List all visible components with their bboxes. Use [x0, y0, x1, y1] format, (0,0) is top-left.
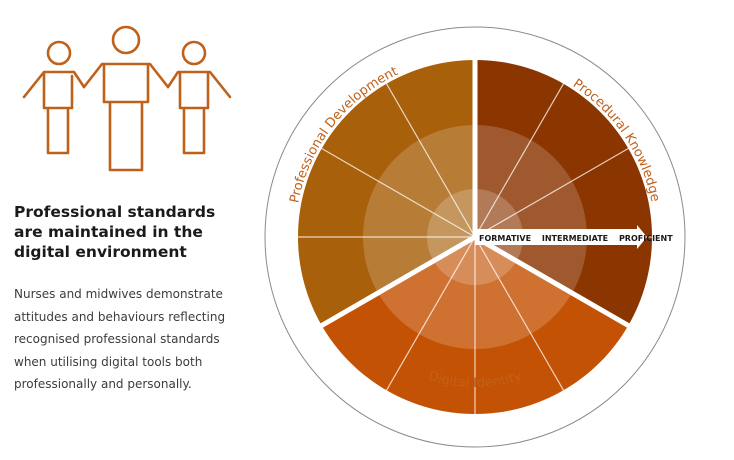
section-description: Nurses and midwives demonstrate attitude…	[14, 287, 226, 392]
sector-procedural-knowledge	[475, 60, 652, 326]
level-intermediate: INTERMEDIATE	[542, 234, 608, 243]
thin-spoke	[385, 83, 476, 238]
segment-label-digital-identity: Digital Identity	[427, 369, 524, 391]
levels-arrow-head	[637, 225, 647, 249]
level-formative: FORMATIVE	[479, 234, 531, 243]
segment-divider	[319, 234, 477, 329]
section-heading: Professional standards are maintained in…	[14, 203, 216, 261]
sector-professional-development	[298, 60, 475, 326]
three-people-holding-hands-icon	[22, 25, 232, 172]
competency-wheel-diagram: FORMATIVE INTERMEDIATE PROFICIENT Profes…	[264, 26, 686, 448]
svg-text:FORMATIVE INTERMEDIATE: FORMATIVE INTERMEDIATE PROFICIENT	[479, 234, 673, 243]
level-proficient: PROFICIENT	[619, 234, 673, 243]
thin-spoke	[321, 147, 476, 238]
levels-arrow-band	[475, 229, 637, 245]
outer-ring	[264, 26, 686, 448]
thin-spoke	[474, 147, 629, 238]
levels-arrow: FORMATIVE INTERMEDIATE PROFICIENT	[475, 225, 673, 249]
thin-spoke	[474, 236, 565, 391]
segment-divider	[473, 234, 631, 329]
thin-spoke	[474, 83, 565, 238]
thin-spoke	[385, 236, 476, 391]
